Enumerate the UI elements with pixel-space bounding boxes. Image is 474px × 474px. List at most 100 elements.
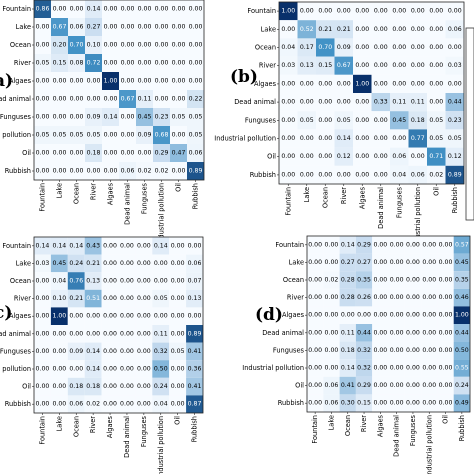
- x-tick-label: River: [340, 187, 348, 204]
- cell-value-label: 0.00: [308, 329, 322, 336]
- heatmap-cell: [316, 93, 335, 112]
- cell-value-label: 0.29: [155, 150, 169, 157]
- cell-value-label: 0.00: [121, 42, 135, 49]
- cell-value-label: 0.29: [357, 382, 371, 389]
- cell-value-label: 0.00: [103, 401, 117, 408]
- cell-value-label: 0.00: [374, 80, 388, 87]
- heatmap-cell: [118, 342, 136, 361]
- cell-value-label: 0.00: [188, 242, 202, 249]
- heatmap-cell: [51, 108, 68, 126]
- cell-value-label: 0.20: [53, 42, 67, 49]
- cell-value-label: 0.00: [373, 294, 387, 301]
- heatmap-cell: [297, 20, 316, 39]
- cell-value-label: 0.00: [448, 8, 462, 15]
- heatmap-cell: [136, 108, 153, 126]
- cell-value-label: 0.00: [337, 99, 351, 106]
- x-tick-label: Rubbish: [451, 187, 459, 213]
- heatmap-cell: [371, 111, 390, 130]
- heatmap-cell: [85, 36, 102, 54]
- heatmap-cell: [84, 254, 102, 273]
- cell-value-label: 0.00: [373, 312, 387, 319]
- cell-value-label: 0.00: [137, 330, 151, 337]
- heatmap-cell: [297, 56, 316, 75]
- cell-value-label: 0.00: [406, 294, 420, 301]
- heatmap-cell: [408, 74, 427, 93]
- heatmap-cell: [152, 360, 170, 378]
- x-tick-label: Funguses: [409, 414, 417, 446]
- y-tick-label: Algaes: [254, 80, 277, 88]
- heatmap-cell: [390, 93, 409, 112]
- y-tick-label: Industrial pollution: [0, 365, 31, 373]
- cell-value-label: 0.00: [429, 62, 443, 69]
- cell-value-label: 0.35: [455, 277, 469, 284]
- cell-value-label: 0.00: [103, 295, 117, 302]
- heatmap-cell: [371, 147, 390, 166]
- heatmap-cell: [186, 395, 203, 413]
- heatmap-cell: [279, 2, 298, 21]
- heatmap-cell: [316, 56, 335, 75]
- y-tick-label: Rubbish: [278, 399, 304, 407]
- heatmap-cell: [84, 289, 102, 308]
- cell-value-label: 0.00: [390, 294, 404, 301]
- cell-value-label: 0.00: [137, 260, 151, 267]
- cell-value-label: 0.05: [87, 132, 101, 139]
- cell-value-label: 0.00: [374, 171, 388, 178]
- heatmap-cell: [408, 20, 427, 39]
- heatmap-cell: [169, 289, 187, 308]
- cell-value-label: 0.00: [137, 295, 151, 302]
- heatmap-cell: [388, 376, 405, 395]
- cell-value-label: 0.00: [439, 329, 453, 336]
- cell-value-label: 0.00: [308, 365, 322, 372]
- cell-value-label: 0.00: [308, 241, 322, 248]
- heatmap-cell: [307, 376, 324, 395]
- cell-value-label: 0.11: [154, 330, 168, 337]
- cell-value-label: 0.06: [448, 26, 462, 33]
- x-tick-label: Funguses: [395, 186, 403, 218]
- cell-value-label: 0.00: [422, 329, 436, 336]
- cell-value-label: 0.00: [390, 277, 404, 284]
- cell-value-label: 0.00: [308, 294, 322, 301]
- heatmap-cell: [427, 111, 446, 130]
- heatmap-cell: [118, 289, 136, 308]
- cell-value-label: 0.00: [325, 365, 339, 372]
- heatmap-cell: [186, 307, 203, 325]
- heatmap-cell: [135, 289, 153, 308]
- y-tick-label: Algaes: [9, 312, 32, 320]
- heatmap-cell: [136, 162, 153, 180]
- heatmap-cell: [334, 111, 353, 130]
- cell-value-label: 0.00: [300, 135, 314, 142]
- cell-value-label: 0.00: [121, 150, 135, 157]
- y-tick-label: Rubbish: [250, 171, 276, 179]
- cell-value-label: 0.13: [188, 295, 202, 302]
- heatmap-cell: [34, 377, 51, 396]
- heatmap-cell: [34, 162, 51, 180]
- heatmap-cell: [101, 254, 119, 273]
- cell-value-label: 0.00: [355, 135, 369, 142]
- cell-value-label: 0.00: [300, 8, 314, 15]
- heatmap-cell: [186, 342, 203, 361]
- heatmap-cell: [101, 289, 119, 308]
- cell-value-label: 0.00: [188, 313, 202, 320]
- cell-value-label: 0.02: [138, 168, 152, 175]
- cell-value-label: 1.00: [455, 312, 469, 319]
- heatmap-cell: [421, 376, 438, 395]
- heatmap-cell: [68, 0, 85, 18]
- cell-value-label: 0.00: [52, 348, 66, 355]
- heatmap-cell: [297, 38, 316, 57]
- cell-value-label: 0.00: [373, 382, 387, 389]
- cell-value-label: 0.00: [103, 348, 117, 355]
- cell-value-label: 0.00: [120, 295, 134, 302]
- cell-value-label: 0.00: [281, 80, 295, 87]
- cell-value-label: 0.14: [52, 242, 66, 249]
- cell-value-label: 0.00: [355, 171, 369, 178]
- heatmap-cell: [339, 394, 356, 412]
- cell-value-label: 0.00: [429, 80, 443, 87]
- heatmap-cell: [34, 254, 51, 273]
- heatmap-cell: [34, 272, 51, 290]
- cell-value-label: 0.00: [373, 277, 387, 284]
- cell-value-label: 0.76: [69, 278, 83, 285]
- cell-value-label: 0.00: [373, 329, 387, 336]
- cell-value-label: 0.00: [422, 312, 436, 319]
- cell-value-label: 0.00: [53, 114, 67, 121]
- cell-value-label: 0.00: [138, 60, 152, 67]
